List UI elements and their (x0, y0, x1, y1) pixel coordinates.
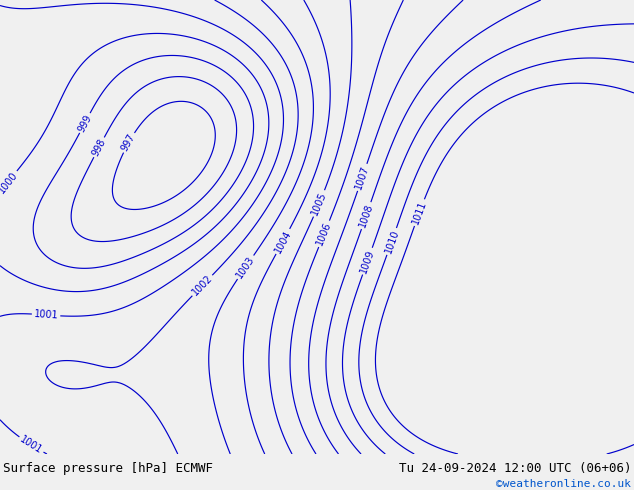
Text: 1006: 1006 (315, 220, 333, 247)
Text: 998: 998 (90, 137, 108, 158)
Text: 1003: 1003 (235, 254, 257, 280)
Text: 1001: 1001 (34, 309, 58, 321)
Text: 1001: 1001 (18, 434, 44, 456)
Text: Surface pressure [hPa] ECMWF: Surface pressure [hPa] ECMWF (3, 462, 212, 475)
Text: 999: 999 (76, 113, 94, 133)
Text: Tu 24-09-2024 12:00 UTC (06+06): Tu 24-09-2024 12:00 UTC (06+06) (399, 462, 631, 475)
Text: 1004: 1004 (273, 228, 293, 255)
Text: 997: 997 (120, 132, 138, 153)
Text: 1008: 1008 (358, 202, 375, 229)
Text: ©weatheronline.co.uk: ©weatheronline.co.uk (496, 479, 631, 490)
Text: 1010: 1010 (383, 228, 401, 255)
Text: 1005: 1005 (310, 190, 328, 217)
Text: 1007: 1007 (354, 164, 371, 191)
Text: 1009: 1009 (359, 248, 377, 274)
Text: 1011: 1011 (410, 199, 429, 226)
Text: 1002: 1002 (190, 273, 214, 298)
Text: 1000: 1000 (0, 170, 20, 195)
